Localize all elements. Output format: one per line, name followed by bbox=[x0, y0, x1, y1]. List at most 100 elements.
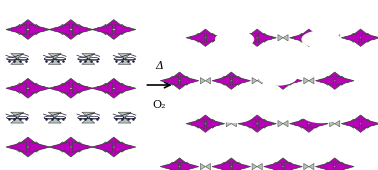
Polygon shape bbox=[11, 26, 24, 33]
Polygon shape bbox=[97, 28, 114, 35]
Polygon shape bbox=[6, 142, 26, 152]
Polygon shape bbox=[246, 29, 268, 37]
Polygon shape bbox=[28, 83, 45, 90]
Polygon shape bbox=[71, 24, 88, 31]
Polygon shape bbox=[71, 83, 88, 90]
Bar bbox=[20, 26, 36, 33]
Polygon shape bbox=[82, 118, 95, 123]
Polygon shape bbox=[324, 81, 345, 89]
Polygon shape bbox=[48, 118, 61, 123]
Polygon shape bbox=[231, 76, 246, 82]
Polygon shape bbox=[54, 83, 71, 90]
Bar bbox=[353, 120, 368, 127]
Polygon shape bbox=[346, 119, 361, 125]
Polygon shape bbox=[346, 33, 361, 39]
Polygon shape bbox=[284, 162, 302, 170]
Polygon shape bbox=[350, 115, 371, 123]
Polygon shape bbox=[205, 33, 220, 39]
Polygon shape bbox=[334, 165, 349, 170]
Polygon shape bbox=[11, 24, 28, 31]
Polygon shape bbox=[102, 78, 125, 88]
Bar bbox=[105, 143, 122, 151]
Polygon shape bbox=[350, 38, 371, 46]
Polygon shape bbox=[6, 83, 26, 94]
Bar bbox=[224, 163, 239, 170]
Polygon shape bbox=[283, 35, 288, 41]
Polygon shape bbox=[71, 146, 88, 152]
Polygon shape bbox=[217, 162, 232, 168]
Polygon shape bbox=[360, 33, 375, 39]
Polygon shape bbox=[231, 35, 236, 41]
Polygon shape bbox=[59, 20, 83, 29]
Polygon shape bbox=[205, 122, 220, 128]
Polygon shape bbox=[191, 119, 206, 125]
Polygon shape bbox=[309, 164, 314, 170]
Polygon shape bbox=[102, 137, 125, 146]
Polygon shape bbox=[205, 119, 220, 125]
Bar bbox=[353, 35, 368, 41]
Polygon shape bbox=[242, 36, 257, 42]
Polygon shape bbox=[273, 81, 294, 89]
Polygon shape bbox=[11, 118, 24, 123]
Polygon shape bbox=[113, 87, 130, 93]
Polygon shape bbox=[179, 76, 194, 82]
Polygon shape bbox=[346, 122, 361, 128]
Polygon shape bbox=[102, 20, 125, 29]
Polygon shape bbox=[310, 33, 328, 42]
Polygon shape bbox=[336, 76, 354, 86]
Bar bbox=[302, 35, 316, 41]
Polygon shape bbox=[268, 79, 284, 85]
Polygon shape bbox=[169, 167, 190, 170]
Polygon shape bbox=[16, 30, 40, 39]
Polygon shape bbox=[28, 142, 45, 149]
Polygon shape bbox=[73, 83, 93, 94]
Polygon shape bbox=[308, 33, 324, 39]
Polygon shape bbox=[346, 36, 361, 42]
Polygon shape bbox=[231, 79, 246, 85]
Polygon shape bbox=[186, 119, 204, 128]
Polygon shape bbox=[54, 144, 67, 150]
Polygon shape bbox=[334, 79, 349, 85]
Polygon shape bbox=[165, 79, 180, 85]
Polygon shape bbox=[294, 119, 309, 125]
Polygon shape bbox=[113, 142, 130, 149]
Bar bbox=[276, 163, 290, 170]
Polygon shape bbox=[11, 112, 24, 117]
Polygon shape bbox=[102, 148, 125, 157]
Polygon shape bbox=[29, 24, 50, 35]
Polygon shape bbox=[246, 124, 268, 132]
Circle shape bbox=[301, 106, 341, 123]
Polygon shape bbox=[169, 72, 190, 80]
Polygon shape bbox=[362, 33, 378, 42]
Polygon shape bbox=[268, 76, 284, 82]
Polygon shape bbox=[195, 115, 216, 123]
Polygon shape bbox=[97, 142, 114, 149]
Polygon shape bbox=[257, 33, 272, 39]
Bar bbox=[198, 120, 212, 127]
Polygon shape bbox=[118, 53, 131, 58]
Polygon shape bbox=[113, 28, 130, 35]
Polygon shape bbox=[335, 121, 340, 127]
Polygon shape bbox=[71, 87, 88, 93]
Polygon shape bbox=[246, 38, 268, 46]
Polygon shape bbox=[115, 24, 136, 35]
Polygon shape bbox=[336, 162, 354, 170]
Polygon shape bbox=[169, 158, 190, 166]
Polygon shape bbox=[264, 76, 282, 86]
Polygon shape bbox=[304, 78, 309, 84]
Polygon shape bbox=[59, 89, 83, 98]
Polygon shape bbox=[221, 158, 242, 166]
Polygon shape bbox=[11, 28, 28, 35]
Polygon shape bbox=[115, 83, 136, 94]
Polygon shape bbox=[268, 162, 284, 168]
Polygon shape bbox=[118, 85, 130, 91]
Polygon shape bbox=[16, 78, 40, 88]
Polygon shape bbox=[54, 24, 71, 31]
Polygon shape bbox=[309, 78, 314, 84]
Polygon shape bbox=[257, 164, 262, 170]
Polygon shape bbox=[97, 26, 110, 33]
Polygon shape bbox=[92, 24, 112, 35]
Polygon shape bbox=[316, 76, 334, 86]
Polygon shape bbox=[113, 146, 130, 152]
Polygon shape bbox=[205, 36, 220, 42]
